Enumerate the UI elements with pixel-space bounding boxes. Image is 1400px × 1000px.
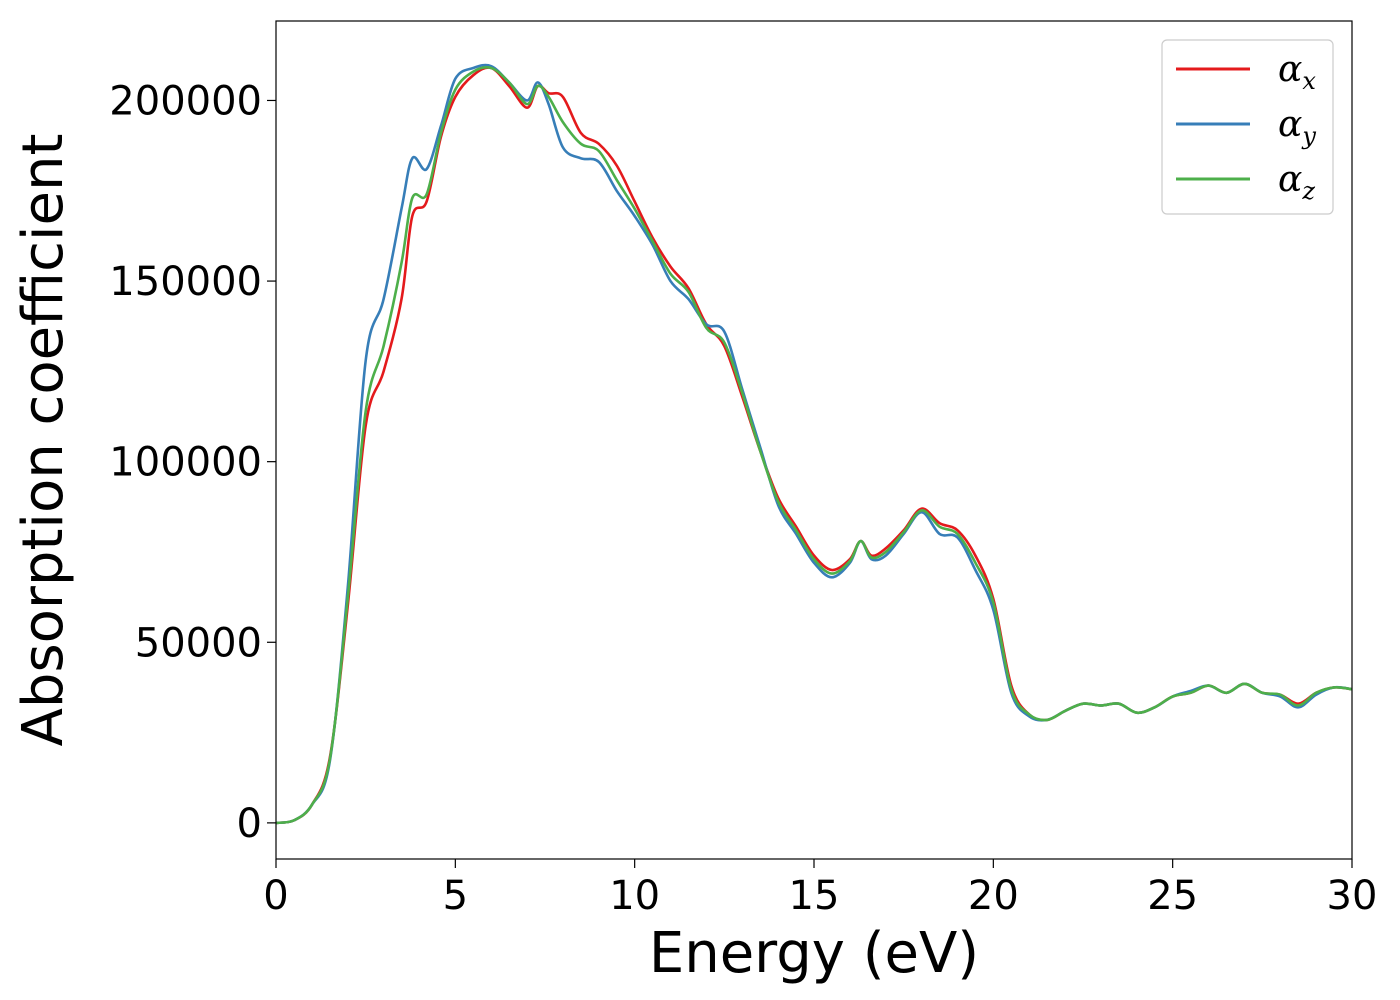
y-tick-label: 50000 [135,620,262,666]
x-tick-label: 30 [1327,873,1378,919]
y-tick-label: 200000 [109,78,262,124]
x-axis-title: Energy (eV) [649,921,979,986]
legend-box [1161,39,1334,215]
y-tick-label: 100000 [109,440,262,486]
x-tick-label: 15 [789,873,840,919]
series-line-z [275,65,1353,825]
y-axis-title: Absorption coefficient [11,134,76,747]
x-axis: 0 5 10 15 20 25 30 [263,859,1377,919]
y-tick-label: 150000 [109,259,262,305]
x-tick-label: 25 [1147,873,1198,919]
series-layer [275,63,1353,825]
x-tick-label: 0 [263,873,288,919]
x-tick-label: 20 [968,873,1019,919]
x-tick-label: 10 [609,873,660,919]
y-tick-label: 0 [237,801,262,847]
y-axis: 0 50000 100000 150000 200000 [109,78,276,847]
x-tick-label: 5 [443,873,468,919]
